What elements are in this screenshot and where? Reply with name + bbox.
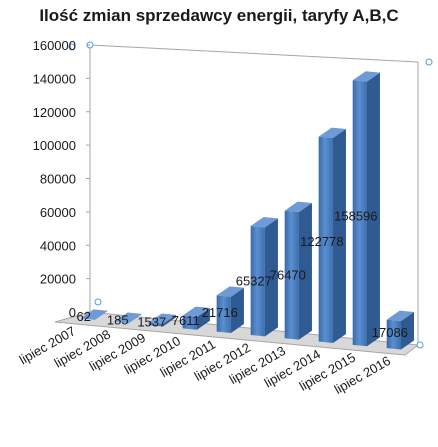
- y-tick-label: 100000: [33, 138, 76, 153]
- bar-front: [182, 315, 197, 330]
- bar-top: [216, 286, 244, 297]
- bar-top: [352, 71, 380, 82]
- data-label: 7611: [172, 313, 200, 328]
- bar-front: [318, 136, 333, 343]
- bar-top: [114, 312, 142, 323]
- bar[interactable]: [114, 312, 142, 324]
- selection-handle-icon[interactable]: [416, 341, 424, 349]
- data-label: 21716: [202, 305, 238, 320]
- bar[interactable]: [250, 216, 278, 337]
- bar-front: [114, 321, 129, 324]
- y-tick-label: 20000: [40, 272, 76, 287]
- data-label: 76470: [270, 268, 306, 283]
- y-tick-label: 60000: [40, 205, 76, 220]
- chart-floor: [54, 311, 420, 356]
- bar-front: [148, 322, 163, 327]
- data-label: 62: [77, 309, 91, 324]
- bar[interactable]: [182, 306, 210, 330]
- selection-handle-icon[interactable]: [425, 58, 433, 66]
- bar-top: [386, 310, 414, 322]
- bar-front: [284, 210, 299, 340]
- bar-front: [352, 80, 367, 347]
- selection-handle-icon[interactable]: [68, 43, 76, 51]
- selection-handle-icon[interactable]: [94, 298, 102, 306]
- bar-side: [332, 129, 346, 343]
- bar-top: [284, 201, 312, 213]
- bar[interactable]: [216, 286, 244, 334]
- data-label: 122778: [300, 234, 343, 249]
- bar-side: [94, 310, 108, 320]
- bar-side: [298, 203, 312, 340]
- bar-front: [216, 295, 231, 334]
- data-label: 17086: [372, 325, 408, 340]
- bar-top: [182, 306, 210, 318]
- data-label: 185: [107, 312, 129, 327]
- back-wall-top-edge: [89, 44, 419, 63]
- bar[interactable]: [284, 201, 312, 340]
- bar-side: [128, 313, 142, 324]
- data-label: 65327: [236, 273, 272, 288]
- data-label: 158596: [334, 209, 377, 224]
- bar-top: [80, 309, 108, 320]
- y-tick-label: 160000: [33, 38, 76, 53]
- data-label: 1537: [137, 315, 166, 330]
- bar-top: [250, 216, 278, 228]
- bar-side: [264, 218, 278, 337]
- bar[interactable]: [386, 310, 414, 350]
- bar-top: [148, 313, 176, 324]
- bar-side: [400, 312, 414, 350]
- bar-side: [162, 314, 176, 327]
- chart-title: Ilość zmian sprzedawcy energii, taryfy A…: [39, 6, 399, 25]
- y-tick-label: 140000: [33, 71, 76, 86]
- y-tick-label: 0: [69, 305, 76, 320]
- y-tick-label: 40000: [40, 238, 76, 253]
- y-tick-label: 120000: [33, 105, 76, 120]
- bar-side: [230, 287, 244, 334]
- bar-top: [318, 127, 346, 139]
- bar[interactable]: [80, 309, 108, 320]
- bar[interactable]: [318, 127, 346, 343]
- y-tick-label: 80000: [40, 172, 76, 187]
- bar-side: [366, 72, 380, 347]
- bar[interactable]: [352, 71, 380, 347]
- bar[interactable]: [148, 313, 176, 327]
- bar-front: [250, 225, 265, 337]
- bar-front: [80, 318, 95, 320]
- bar-front: [386, 319, 401, 350]
- bar-side: [196, 308, 210, 330]
